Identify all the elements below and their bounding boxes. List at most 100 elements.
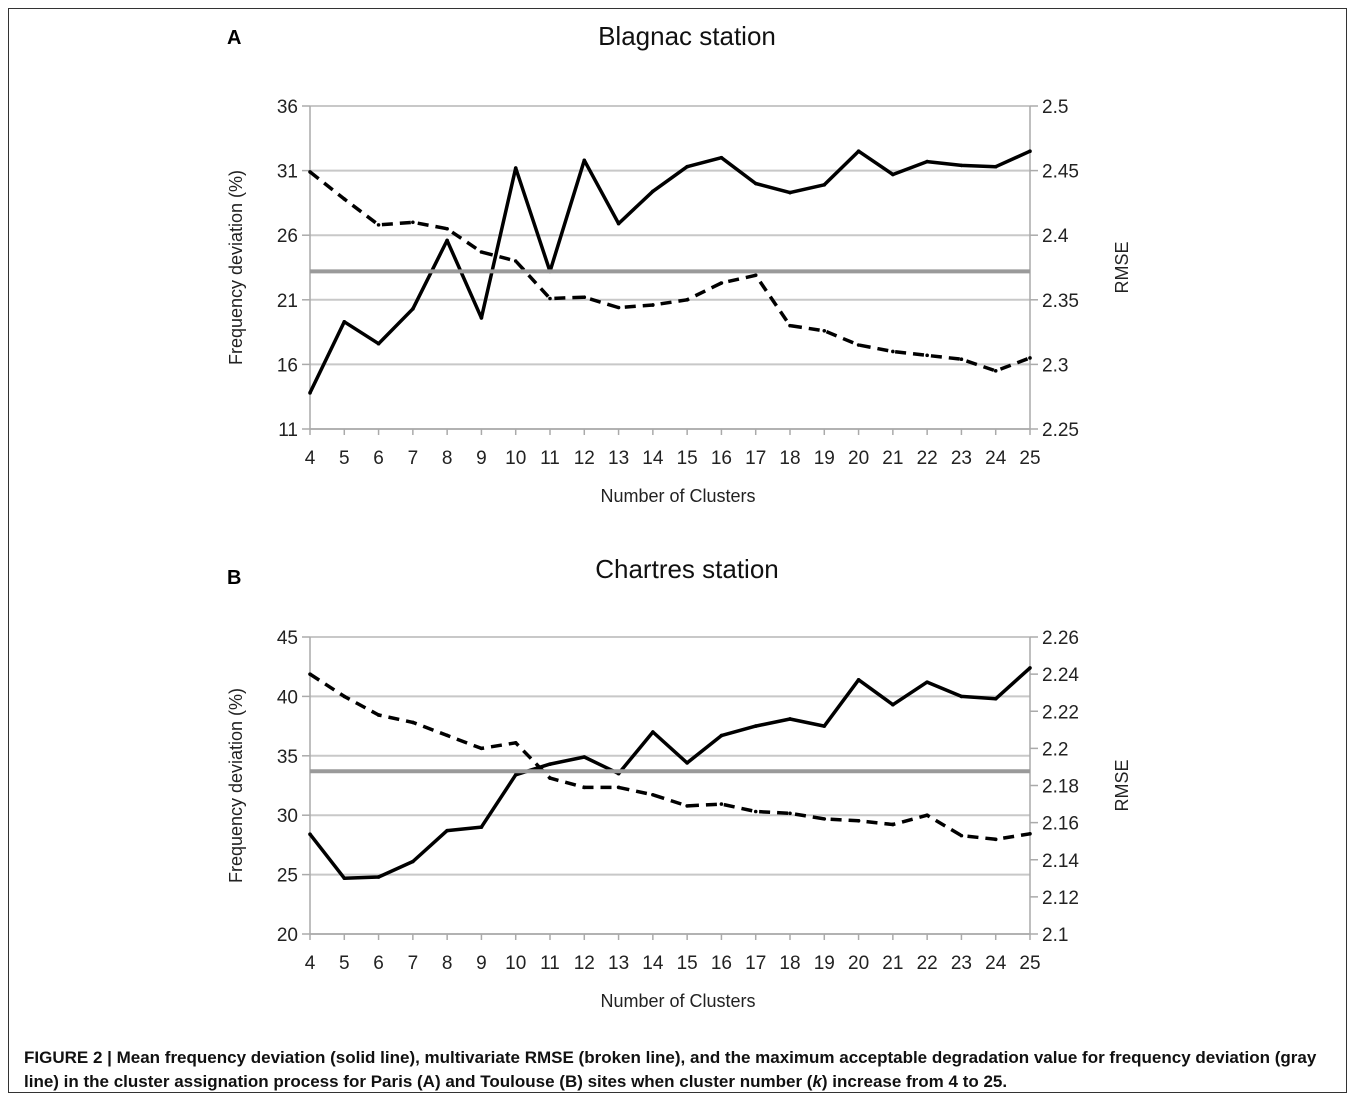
x-tick-label: 15 (677, 953, 698, 974)
frequency-deviation-point (685, 761, 689, 765)
x-tick-label: 11 (540, 953, 560, 974)
rmse-point (959, 357, 964, 362)
frequency-deviation-point (753, 181, 758, 186)
frequency-deviation-point (582, 158, 587, 163)
frequency-deviation-point (479, 316, 484, 320)
frequency-deviation-point (308, 832, 312, 837)
frequency-deviation-point (342, 876, 347, 880)
frequency-deviation-point (651, 189, 655, 194)
frequency-deviation-point (753, 724, 758, 728)
x-tick-label: 17 (745, 448, 766, 469)
y-right-tick-label: 2.25 (1042, 420, 1079, 441)
rmse-point (685, 298, 689, 302)
frequency-deviation-point (925, 159, 929, 164)
rmse-point (342, 694, 347, 699)
rmse-point (548, 296, 552, 301)
x-tick-label: 20 (848, 953, 869, 974)
y-right-tick-label: 2.2 (1042, 739, 1068, 760)
rmse-point (411, 220, 415, 225)
x-tick-label: 13 (608, 448, 629, 469)
chart-title: Chartres station (595, 554, 779, 584)
rmse-point (548, 776, 552, 780)
x-tick-label: 7 (408, 953, 419, 974)
frequency-deviation-point (376, 875, 381, 879)
x-tick-label: 16 (711, 448, 732, 469)
frequency-deviation-point (788, 190, 792, 195)
y-left-tick-label: 36 (277, 97, 298, 118)
x-tick-label: 10 (505, 448, 526, 469)
x-tick-label: 12 (574, 953, 595, 974)
frequency-deviation-line (308, 149, 1031, 394)
frequency-deviation-line (308, 666, 1032, 880)
x-tick-label: 24 (985, 448, 1007, 469)
rmse-point (513, 259, 518, 263)
x-tick-label: 10 (505, 953, 526, 974)
frequency-deviation-point (959, 163, 964, 168)
caption-k: k (812, 1072, 822, 1091)
rmse-point (582, 785, 587, 790)
caption-text-1: FIGURE 2 | Mean frequency deviation (sol… (24, 1048, 1317, 1091)
frequency-deviation-point (891, 702, 895, 707)
y-right-tick-label: 2.12 (1042, 888, 1079, 909)
frequency-deviation-point (445, 238, 449, 243)
rmse-point (308, 170, 312, 174)
frequency-deviation-point (993, 696, 998, 701)
frequency-deviation-point (411, 307, 415, 311)
y-left-tick-label: 35 (277, 747, 298, 768)
x-tick-label: 23 (951, 448, 972, 469)
x-tick-label: 4 (305, 953, 316, 974)
x-tick-label: 12 (574, 448, 595, 469)
rmse-point (445, 226, 449, 231)
y-left-tick-label: 20 (277, 925, 298, 946)
x-tick-label: 21 (882, 448, 903, 469)
x-tick-label: 15 (677, 448, 698, 469)
frequency-deviation-point (822, 724, 827, 728)
y-right-tick-label: 2.26 (1042, 628, 1079, 649)
rmse-point (479, 250, 484, 254)
x-tick-label: 4 (305, 448, 316, 469)
frequency-deviation-point (959, 694, 964, 699)
y-left-axis-label: Frequency deviation (%) (226, 688, 246, 883)
x-tick-label: 18 (779, 953, 800, 974)
x-tick-label: 14 (642, 448, 664, 469)
rmse-point (651, 303, 655, 307)
x-tick-label: 16 (711, 953, 732, 974)
x-tick-label: 25 (1019, 953, 1040, 974)
y-right-tick-label: 2.35 (1042, 291, 1079, 312)
rmse-line (309, 672, 1031, 842)
frequency-deviation-point (685, 164, 689, 169)
y-left-axis-label: Frequency deviation (%) (226, 170, 246, 365)
rmse-point (959, 833, 964, 838)
y-right-tick-label: 2.16 (1042, 814, 1079, 835)
rmse-point (1028, 831, 1032, 836)
x-axis-label: Number of Clusters (600, 486, 755, 506)
rmse-point (856, 818, 861, 823)
rmse-point (719, 281, 724, 285)
x-tick-label: 19 (814, 448, 835, 469)
rmse-line (308, 170, 1031, 373)
frequency-deviation-point (342, 319, 347, 324)
frequency-deviation-point (616, 221, 621, 226)
y-right-tick-label: 2.4 (1042, 226, 1069, 247)
x-tick-label: 5 (339, 448, 350, 469)
frequency-deviation-point (993, 164, 998, 169)
x-tick-label: 21 (882, 953, 903, 974)
rmse-point (513, 741, 518, 745)
frequency-deviation-point (513, 773, 518, 777)
x-tick-label: 19 (814, 953, 835, 974)
rmse-point (685, 804, 689, 808)
y-right-tick-label: 2.18 (1042, 777, 1079, 798)
rmse-point (925, 813, 929, 817)
x-tick-label: 6 (373, 448, 384, 469)
rmse-point (993, 369, 998, 373)
x-tick-label: 8 (442, 448, 453, 469)
x-tick-label: 13 (608, 953, 629, 974)
y-left-tick-label: 30 (277, 806, 298, 827)
frequency-deviation-point (788, 717, 792, 721)
rmse-point (719, 802, 724, 806)
x-axis-label: Number of Clusters (600, 991, 755, 1011)
caption-text-2: ) increase from 4 to 25. (821, 1072, 1008, 1091)
y-right-tick-label: 2.14 (1042, 851, 1079, 872)
y-left-tick-label: 45 (277, 628, 298, 649)
